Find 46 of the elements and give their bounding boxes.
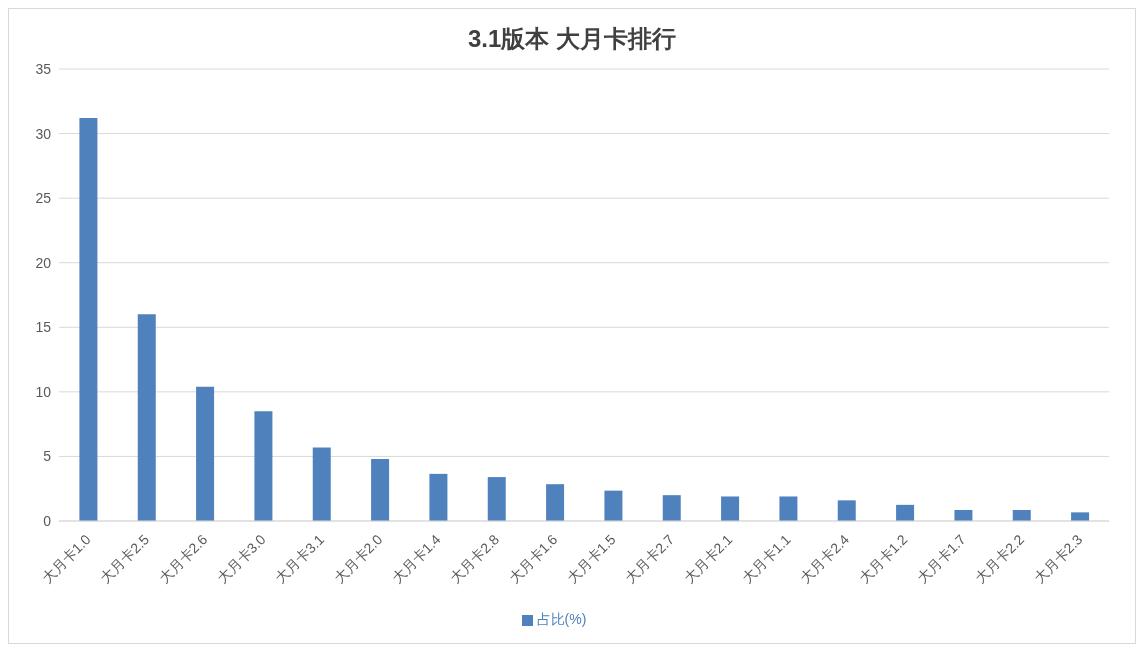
bar <box>837 500 856 521</box>
x-tick-label: 大月卡2.3 <box>1030 531 1086 587</box>
x-tick-label: 大月卡2.0 <box>330 531 386 587</box>
y-tick-label: 0 <box>43 512 52 529</box>
x-tick-label: 大月卡1.5 <box>563 531 619 587</box>
bar <box>371 459 390 521</box>
bar <box>487 477 506 521</box>
bar <box>779 496 798 521</box>
x-tick-label: 大月卡3.1 <box>272 531 328 587</box>
x-tick-label: 大月卡2.5 <box>97 531 153 587</box>
y-tick-label: 10 <box>35 383 52 400</box>
x-tick-label: 大月卡1.6 <box>505 531 561 587</box>
bar <box>254 411 273 521</box>
bar <box>79 118 98 521</box>
x-tick-label: 大月卡1.1 <box>738 531 794 587</box>
bar <box>1071 512 1090 521</box>
bar <box>721 496 740 521</box>
bar <box>954 510 973 521</box>
legend-label: 占比(%) <box>536 611 587 627</box>
bar <box>429 473 448 521</box>
x-tick-label: 大月卡2.2 <box>972 531 1028 587</box>
x-tick-label: 大月卡3.0 <box>213 531 269 587</box>
x-tick-label: 大月卡2.4 <box>797 531 853 587</box>
x-tick-label: 大月卡1.7 <box>913 531 969 587</box>
y-tick-label: 15 <box>35 319 52 336</box>
bar <box>1012 510 1031 521</box>
bar <box>896 504 915 521</box>
bar <box>196 386 215 521</box>
y-tick-label: 35 <box>35 60 52 77</box>
chart-title: 3.1版本 大月卡排行 <box>467 24 677 54</box>
x-tick-label: 大月卡2.1 <box>680 531 736 587</box>
x-tick-label: 大月卡1.2 <box>855 531 911 587</box>
bar <box>662 495 681 521</box>
bar <box>604 490 623 521</box>
y-tick-label: 5 <box>43 448 52 465</box>
x-tick-label: 大月卡2.8 <box>447 531 503 587</box>
y-tick-label: 20 <box>35 254 52 271</box>
x-tick-label: 大月卡1.0 <box>38 531 94 587</box>
bar <box>312 447 331 521</box>
bar <box>546 484 565 521</box>
bar <box>137 314 156 521</box>
x-tick-label: 大月卡2.6 <box>155 531 211 587</box>
x-tick-label: 大月卡2.7 <box>622 531 678 587</box>
y-tick-label: 30 <box>35 125 52 142</box>
x-tick-label: 大月卡1.4 <box>388 531 444 587</box>
y-tick-label: 25 <box>35 190 52 207</box>
